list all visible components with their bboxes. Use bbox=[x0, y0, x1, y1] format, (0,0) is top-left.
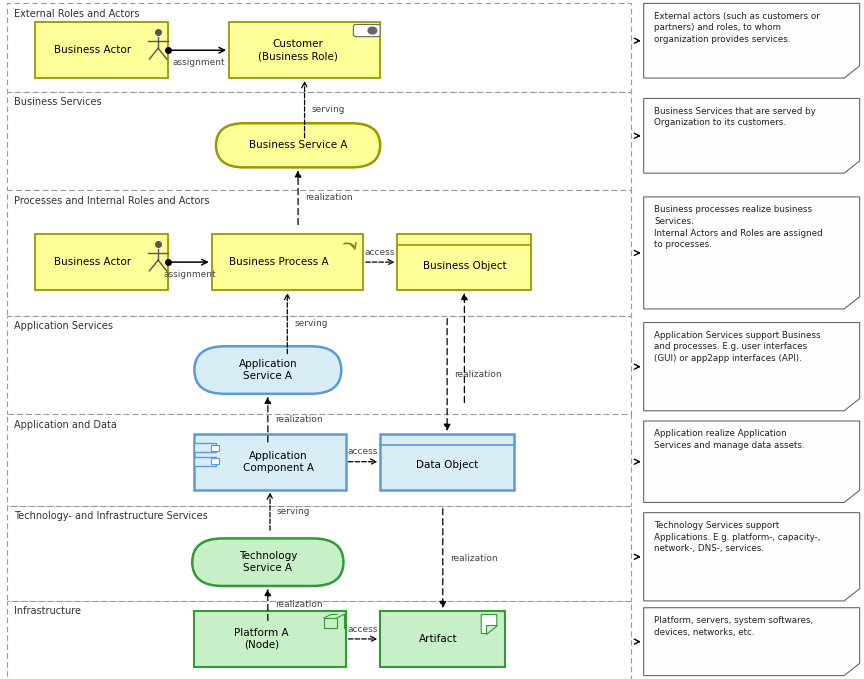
Text: Application
Component A: Application Component A bbox=[243, 451, 314, 473]
Text: Data Object: Data Object bbox=[416, 460, 479, 470]
Text: Business Services that are served by
Organization to its customers.: Business Services that are served by Org… bbox=[654, 107, 816, 128]
Bar bbox=[7, 190, 631, 316]
FancyBboxPatch shape bbox=[194, 346, 341, 394]
Bar bbox=[7, 414, 631, 506]
Text: Business Services: Business Services bbox=[14, 97, 101, 107]
Bar bbox=[397, 234, 531, 290]
Bar bbox=[380, 611, 505, 667]
Polygon shape bbox=[481, 614, 497, 634]
Bar bbox=[194, 457, 216, 466]
Bar bbox=[194, 434, 346, 490]
Text: access: access bbox=[347, 625, 378, 634]
Polygon shape bbox=[644, 421, 860, 502]
Text: Business Service A: Business Service A bbox=[249, 141, 347, 150]
FancyBboxPatch shape bbox=[353, 24, 380, 37]
Polygon shape bbox=[644, 98, 860, 173]
Text: realization: realization bbox=[454, 370, 502, 380]
Text: Technology- and Infrastructure Services: Technology- and Infrastructure Services bbox=[14, 511, 207, 521]
Bar bbox=[7, 3, 631, 92]
Text: External Roles and Actors: External Roles and Actors bbox=[14, 9, 139, 19]
Text: realization: realization bbox=[305, 193, 353, 202]
Polygon shape bbox=[644, 323, 860, 411]
Bar bbox=[380, 434, 514, 490]
Text: Platform, servers, system softwares,
devices, networks, etc.: Platform, servers, system softwares, dev… bbox=[654, 616, 813, 637]
Text: Artifact: Artifact bbox=[419, 634, 458, 644]
Bar bbox=[7, 316, 631, 414]
Polygon shape bbox=[644, 3, 860, 78]
Bar bbox=[194, 611, 346, 667]
Bar bbox=[35, 22, 168, 78]
Text: Business Object: Business Object bbox=[422, 261, 506, 271]
Text: Business Actor: Business Actor bbox=[54, 257, 131, 267]
Text: Application realize Application
Services and manage data assets.: Application realize Application Services… bbox=[654, 429, 804, 450]
Text: Business Actor: Business Actor bbox=[54, 45, 131, 55]
Text: access: access bbox=[365, 248, 396, 257]
Text: Application Services: Application Services bbox=[14, 321, 113, 331]
Text: realization: realization bbox=[275, 600, 322, 609]
Bar bbox=[229, 22, 380, 78]
Text: Technology Services support
Applications. E.g. platform-, capacity-,
network-, D: Technology Services support Applications… bbox=[654, 521, 821, 553]
Text: External actors (such as customers or
partners) and roles, to whom
organization : External actors (such as customers or pa… bbox=[654, 12, 820, 44]
Text: access: access bbox=[347, 447, 378, 456]
Bar bbox=[7, 506, 631, 601]
Polygon shape bbox=[486, 625, 497, 634]
Text: Processes and Internal Roles and Actors: Processes and Internal Roles and Actors bbox=[14, 196, 209, 206]
Bar bbox=[7, 92, 631, 190]
Text: Business processes realize business
Services.
Internal Actors and Roles are assi: Business processes realize business Serv… bbox=[654, 205, 823, 249]
Text: Business Process A: Business Process A bbox=[229, 257, 328, 267]
Circle shape bbox=[368, 27, 377, 34]
Text: Application Services support Business
and processes. E.g. user interfaces
(GUI) : Application Services support Business an… bbox=[654, 331, 821, 363]
Bar bbox=[35, 234, 168, 290]
Bar bbox=[212, 234, 363, 290]
Text: realization: realization bbox=[275, 415, 322, 424]
Text: assignment: assignment bbox=[164, 270, 216, 279]
Text: Platform A
(Node): Platform A (Node) bbox=[234, 628, 289, 650]
Text: serving: serving bbox=[294, 318, 327, 328]
Bar bbox=[7, 601, 631, 679]
Polygon shape bbox=[644, 513, 860, 601]
Text: serving: serving bbox=[276, 507, 310, 516]
Text: realization: realization bbox=[449, 554, 498, 563]
Polygon shape bbox=[644, 608, 860, 676]
Bar bbox=[194, 443, 216, 452]
Polygon shape bbox=[644, 197, 860, 309]
Text: serving: serving bbox=[312, 105, 345, 114]
Bar bbox=[211, 445, 219, 451]
Bar bbox=[211, 458, 219, 464]
Text: Application
Service A: Application Service A bbox=[238, 359, 297, 381]
Text: Technology
Service A: Technology Service A bbox=[238, 551, 297, 573]
FancyBboxPatch shape bbox=[216, 124, 380, 167]
Text: assignment: assignment bbox=[173, 58, 225, 67]
Text: Customer
(Business Role): Customer (Business Role) bbox=[257, 39, 338, 61]
FancyBboxPatch shape bbox=[192, 538, 343, 586]
Text: Application and Data: Application and Data bbox=[14, 420, 117, 430]
Text: Infrastructure: Infrastructure bbox=[14, 606, 81, 617]
